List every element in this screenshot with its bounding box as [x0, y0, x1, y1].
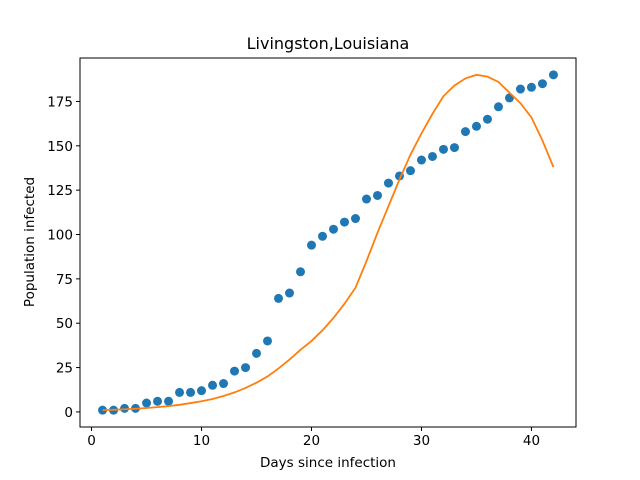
y-tick-label: 125 — [47, 183, 73, 199]
data-point — [515, 84, 525, 94]
x-tick-label: 30 — [413, 433, 430, 449]
data-point — [383, 178, 393, 188]
data-point — [361, 194, 371, 204]
data-point — [241, 363, 251, 373]
x-axis-label: Days since infection — [260, 455, 396, 471]
data-point — [438, 144, 448, 154]
data-point — [142, 398, 152, 408]
data-point — [537, 79, 547, 89]
data-point — [307, 240, 317, 250]
y-tick-label: 75 — [56, 272, 73, 288]
y-tick-label: 0 — [64, 405, 73, 421]
data-line — [102, 73, 555, 412]
data-point — [372, 190, 382, 200]
y-tick-label: 50 — [56, 316, 73, 332]
data-point — [405, 166, 415, 176]
data-point — [416, 155, 426, 165]
chart-title: Livingston,Louisiana — [247, 34, 410, 53]
data-point — [460, 127, 470, 137]
y-tick-label: 25 — [56, 361, 73, 377]
data-point — [208, 380, 218, 390]
data-point — [482, 114, 492, 124]
data-point — [164, 396, 174, 406]
data-point — [296, 267, 306, 277]
y-axis-label: Population infected — [22, 177, 38, 307]
y-tick-label: 150 — [47, 139, 73, 155]
data-point — [175, 387, 185, 397]
data-point — [318, 231, 328, 241]
data-point — [526, 82, 536, 92]
x-tick-label: 0 — [87, 433, 96, 449]
data-point — [153, 396, 163, 406]
data-point — [449, 143, 459, 153]
x-tick-label: 20 — [303, 433, 320, 449]
data-point — [493, 102, 503, 112]
data-point — [186, 387, 196, 397]
x-tick-label: 40 — [523, 433, 540, 449]
plot-frame — [79, 57, 577, 428]
data-point — [350, 214, 360, 224]
data-point — [252, 348, 262, 358]
data-point — [471, 121, 481, 131]
data-point — [230, 366, 240, 376]
data-point — [219, 379, 229, 389]
data-point — [285, 288, 295, 298]
data-point — [274, 293, 284, 303]
y-tick-label: 100 — [47, 228, 73, 244]
data-point — [339, 217, 349, 227]
data-point — [197, 386, 207, 396]
data-point — [328, 224, 338, 234]
data-point — [263, 336, 273, 346]
x-tick-label: 10 — [193, 433, 210, 449]
data-point — [548, 70, 558, 80]
y-tick-label: 175 — [47, 94, 73, 110]
data-point — [427, 151, 437, 161]
